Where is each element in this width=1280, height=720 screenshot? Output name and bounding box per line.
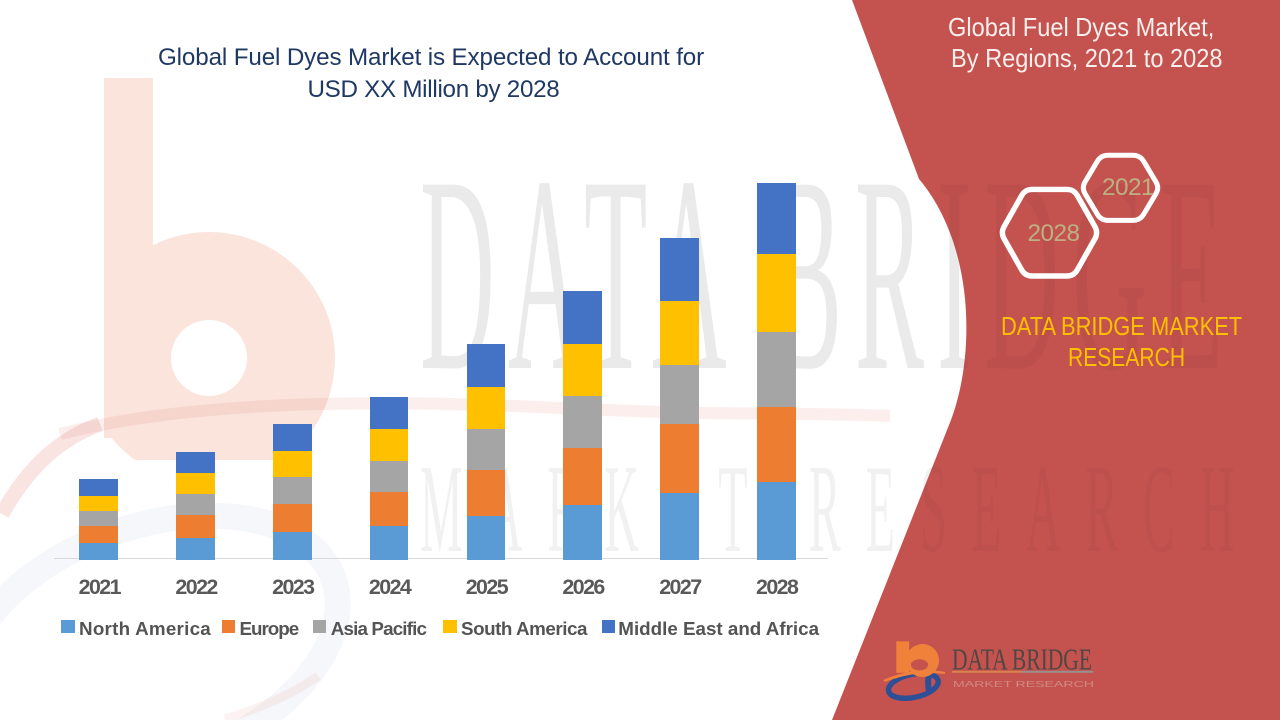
svg-text:DATA BRIDGE: DATA BRIDGE	[952, 642, 1092, 677]
svg-text:MARKET RESEARCH: MARKET RESEARCH	[953, 680, 1094, 689]
svg-text:2021: 2021	[1102, 174, 1154, 201]
svg-text:2028: 2028	[1027, 220, 1079, 247]
